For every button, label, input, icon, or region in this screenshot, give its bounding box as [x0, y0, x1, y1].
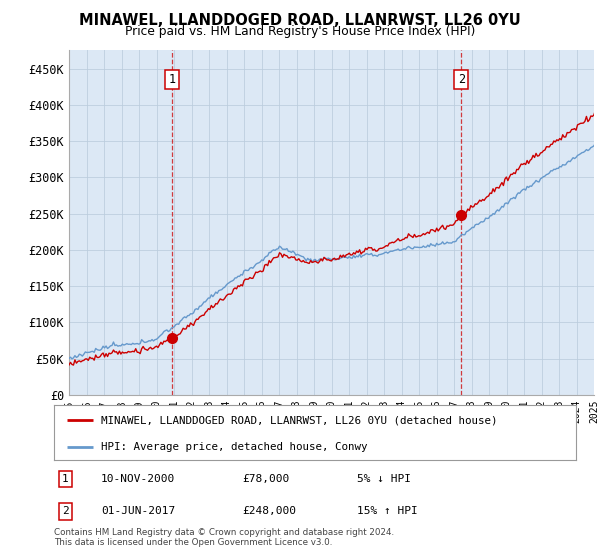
Text: MINAWEL, LLANDDOGED ROAD, LLANRWST, LL26 0YU: MINAWEL, LLANDDOGED ROAD, LLANRWST, LL26… — [79, 13, 521, 28]
Text: 15% ↑ HPI: 15% ↑ HPI — [357, 506, 418, 516]
Text: Price paid vs. HM Land Registry's House Price Index (HPI): Price paid vs. HM Land Registry's House … — [125, 25, 475, 38]
Text: 1: 1 — [168, 73, 175, 86]
Text: 2: 2 — [62, 506, 69, 516]
Text: £78,000: £78,000 — [242, 474, 289, 484]
Text: Contains HM Land Registry data © Crown copyright and database right 2024.
This d: Contains HM Land Registry data © Crown c… — [54, 528, 394, 547]
Text: 01-JUN-2017: 01-JUN-2017 — [101, 506, 175, 516]
Text: £248,000: £248,000 — [242, 506, 296, 516]
Text: 10-NOV-2000: 10-NOV-2000 — [101, 474, 175, 484]
Text: HPI: Average price, detached house, Conwy: HPI: Average price, detached house, Conw… — [101, 442, 367, 451]
Text: 5% ↓ HPI: 5% ↓ HPI — [357, 474, 411, 484]
Text: 1: 1 — [62, 474, 69, 484]
Text: 2: 2 — [458, 73, 465, 86]
Text: MINAWEL, LLANDDOGED ROAD, LLANRWST, LL26 0YU (detached house): MINAWEL, LLANDDOGED ROAD, LLANRWST, LL26… — [101, 416, 497, 425]
